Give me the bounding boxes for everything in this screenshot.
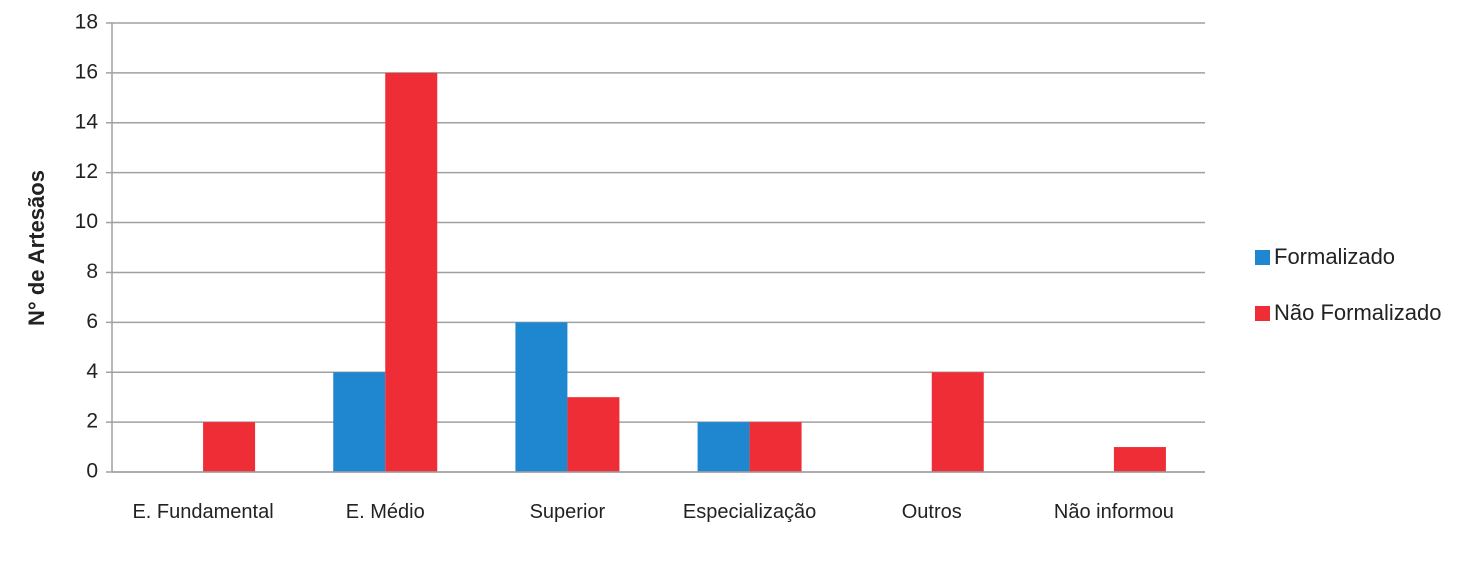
y-tick-label: 16 xyxy=(75,60,98,83)
bar xyxy=(1113,447,1166,472)
y-tick-label: 12 xyxy=(75,160,98,183)
y-tick-label: 4 xyxy=(86,360,98,383)
bar xyxy=(567,397,620,472)
bar xyxy=(931,372,984,472)
bar xyxy=(515,322,568,472)
bar xyxy=(697,422,750,472)
x-tick-label: E. Fundamental xyxy=(132,501,274,523)
x-tick-label: E. Médio xyxy=(345,501,425,523)
y-axis-label: N° de Artesãos xyxy=(24,170,49,326)
bar xyxy=(749,422,802,472)
bar xyxy=(333,372,386,472)
x-tick-label: Não informou xyxy=(1053,501,1174,523)
y-tick-label: 0 xyxy=(86,460,98,483)
legend-label: Não Formalizado xyxy=(1274,300,1442,325)
bar xyxy=(203,422,256,472)
y-tick-label: 10 xyxy=(75,210,98,233)
legend-swatch xyxy=(1255,306,1270,321)
x-tick-label: Outros xyxy=(901,501,962,523)
y-tick-label: 14 xyxy=(75,110,99,133)
x-tick-label: Especialização xyxy=(682,501,817,523)
legend-swatch xyxy=(1255,250,1270,265)
bar xyxy=(385,72,438,472)
y-tick-label: 2 xyxy=(86,410,98,433)
legend-label: Formalizado xyxy=(1274,244,1395,269)
y-tick-label: 18 xyxy=(75,11,98,34)
y-tick-label: 8 xyxy=(86,260,98,283)
x-tick-label: Superior xyxy=(529,501,606,523)
y-tick-label: 6 xyxy=(86,310,98,333)
